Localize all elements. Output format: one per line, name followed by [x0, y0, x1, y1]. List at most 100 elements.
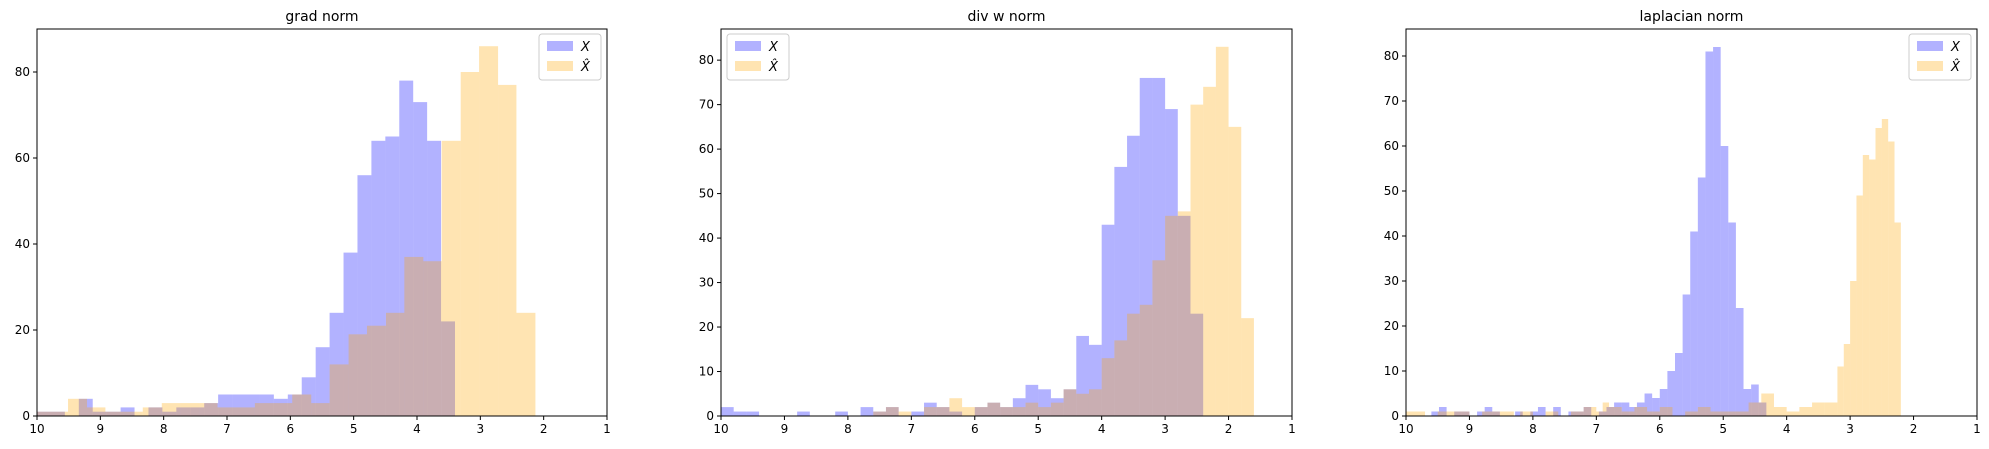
histogram-bar: [329, 364, 349, 416]
histogram-bar: [1165, 215, 1178, 416]
x-tick-label: 4: [413, 422, 421, 436]
y-tick-label: 0: [706, 409, 714, 423]
histogram-bar: [1609, 407, 1622, 416]
histogram-bar: [479, 46, 499, 416]
y-tick-label: 80: [15, 65, 30, 79]
histogram-bar: [348, 334, 367, 416]
histogram-bar: [1025, 384, 1039, 416]
histogram-bar: [105, 411, 125, 416]
histogram-bar: [1576, 411, 1584, 416]
x-tick-label: 9: [781, 422, 789, 436]
histogram-bar: [1152, 77, 1166, 417]
histogram-bar: [343, 252, 358, 416]
histogram-bar: [797, 411, 810, 416]
histogram-bar: [962, 407, 975, 416]
histogram-bar: [1012, 407, 1026, 416]
legend: X X̂: [538, 33, 602, 81]
legend-label: X̂: [768, 60, 779, 75]
histogram-bar: [924, 402, 937, 416]
histogram-bar: [1101, 358, 1115, 416]
histogram-bar: [1720, 146, 1729, 416]
histogram-bar: [50, 411, 65, 416]
x-tick-label: 2: [1225, 422, 1233, 436]
histogram-bar: [254, 403, 274, 416]
x-tick-label: 7: [223, 422, 231, 436]
histogram-bar: [1190, 313, 1204, 416]
series-x: [37, 80, 455, 417]
histogram-bar: [142, 407, 162, 416]
legend-label: X: [580, 40, 591, 55]
histogram-bar: [1636, 402, 1645, 416]
legend-label: X̂: [1950, 60, 1961, 75]
histogram-bar: [1241, 318, 1254, 416]
histogram-bar: [1000, 407, 1013, 416]
x-tick-label: 3: [477, 422, 485, 436]
histogram-bar: [68, 398, 88, 416]
histogram-bar: [106, 411, 121, 416]
y-tick-label: 60: [1384, 139, 1399, 153]
histogram-bar: [1050, 402, 1064, 416]
x-tick-label: 9: [97, 422, 105, 436]
histogram-bar: [974, 407, 988, 416]
x-tick-label: 5: [350, 422, 358, 436]
histogram-bar: [1875, 128, 1882, 416]
histogram-bar: [1438, 407, 1447, 416]
y-tick-label: 60: [699, 142, 714, 156]
chart-title: laplacian norm: [1640, 9, 1744, 25]
histogram-bar: [1659, 389, 1668, 416]
legend-swatch: [547, 41, 573, 51]
histogram-bar: [949, 398, 963, 416]
x-tick-label: 5: [1034, 422, 1042, 436]
histogram-bar: [404, 256, 424, 416]
y-tick-label: 10: [699, 365, 714, 379]
histogram-bar: [1000, 407, 1013, 416]
x-tick-label: 6: [287, 422, 295, 436]
histogram-bar: [329, 312, 344, 416]
legend-box: [1908, 33, 1972, 81]
histogram-bar: [1139, 77, 1153, 417]
y-tick-label: 70: [1384, 94, 1399, 108]
histogram-bar: [1682, 294, 1691, 416]
legend-swatch: [1917, 41, 1943, 51]
histogram-bar: [733, 411, 747, 416]
x-tick-label: 8: [1529, 422, 1537, 436]
y-tick-label: 50: [1384, 184, 1399, 198]
axes-frame: [36, 28, 608, 417]
y-tick-label: 50: [699, 187, 714, 201]
histogram-bar: [1743, 389, 1752, 416]
histogram-bar: [1114, 340, 1128, 416]
histogram-bar: [366, 325, 386, 416]
series-xhat: [1406, 119, 1901, 416]
histogram-bar: [371, 140, 386, 417]
histogram-bar: [1484, 407, 1493, 416]
histogram-bar: [1461, 411, 1470, 416]
histogram-bar: [1025, 402, 1039, 416]
histogram-bar: [161, 403, 181, 416]
y-tick-label: 30: [1384, 274, 1399, 288]
histogram-bar: [873, 411, 886, 416]
histogram-bar: [1713, 47, 1721, 416]
histogram-bar: [1177, 215, 1191, 416]
histogram-bar: [246, 394, 260, 416]
histogram-bar: [746, 411, 760, 416]
histogram-bar: [1799, 407, 1813, 416]
histogram-bar: [1012, 398, 1026, 416]
histogram-bar: [1735, 411, 1749, 416]
legend-label: X: [768, 40, 779, 55]
y-tick-label: 20: [1384, 319, 1399, 333]
histogram-bar: [1621, 402, 1630, 416]
histogram-bar: [1038, 389, 1051, 416]
histogram-bar: [1761, 393, 1774, 416]
histogram-bar: [1634, 407, 1648, 416]
histogram-bar: [1629, 407, 1637, 416]
histogram-bar: [1038, 407, 1051, 416]
x-tick-label: 8: [160, 422, 168, 436]
histogram-bar: [1606, 407, 1615, 416]
x-tick-label: 7: [1593, 422, 1601, 436]
histogram-bar: [315, 347, 330, 416]
histogram-bar: [860, 407, 874, 416]
y-tick-label: 40: [15, 237, 30, 251]
histogram-bar: [204, 403, 219, 416]
